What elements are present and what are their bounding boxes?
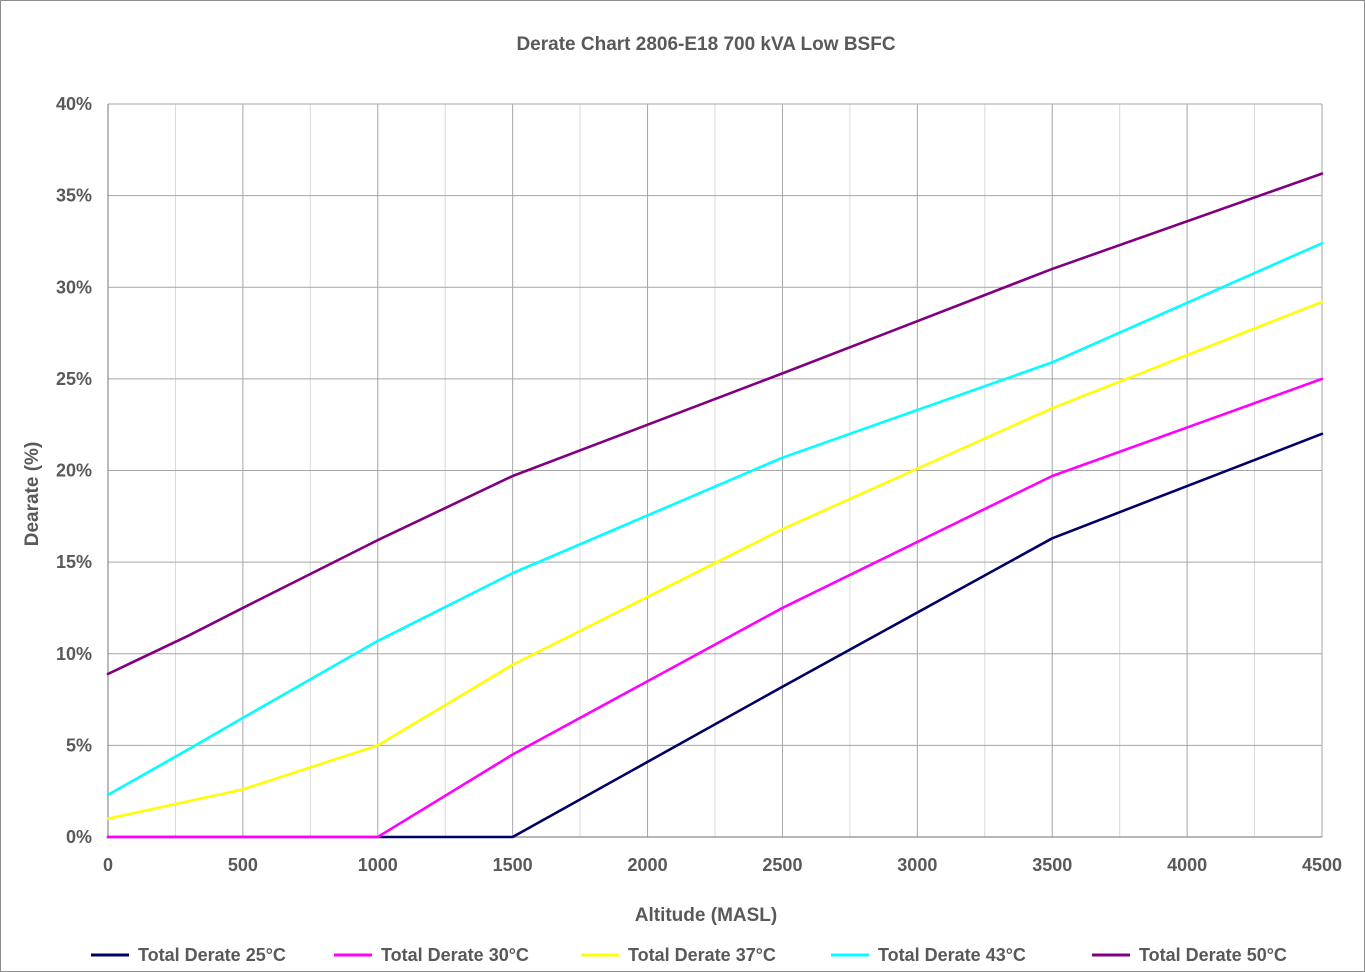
series-line-4 [106,241,1324,797]
x-tick-label: 3500 [1032,855,1072,875]
y-tick-label: 10% [56,644,92,664]
gridlines [107,103,1323,838]
series-line-2 [106,377,1324,839]
x-tick-label: 500 [228,855,258,875]
y-tick-label: 15% [56,552,92,572]
y-tick-label: 30% [56,277,92,297]
legend-item: Total Derate 25°C [91,945,286,965]
x-tick-label: 4500 [1302,855,1342,875]
y-axis-ticks: 0% 5% 10% 15% 20% 25% 30% 35% 40% [56,94,92,847]
x-axis-ticks: 0 500 1000 1500 2000 2500 3000 3500 4000 4500 [103,855,1342,875]
legend-label: Total Derate 50°C [1139,945,1287,965]
series-line-5 [106,172,1324,676]
x-tick-label: 4000 [1167,855,1207,875]
legend: Total Derate 25°C Total Derate 30°C Total … [91,945,1287,965]
legend-item: Total Derate 30°C [334,945,529,965]
legend-label: Total Derate 43°C [878,945,1026,965]
y-tick-label: 5% [66,735,92,755]
x-tick-label: 2500 [762,855,802,875]
x-tick-label: 3000 [897,855,937,875]
x-axis-title: Altitude (MASL) [635,905,777,926]
y-tick-label: 0% [66,827,92,847]
x-tick-label: 1500 [493,855,533,875]
y-tick-label: 35% [56,186,92,206]
series-lines [106,172,1324,839]
x-tick-label: 0 [103,855,113,875]
series-line-3 [106,300,1324,820]
chart-title: Derate Chart 2806-E18 700 kVA Low BSFC [516,34,895,55]
y-tick-label: 40% [56,94,92,114]
y-axis-title: Dearate (%) [22,442,43,547]
legend-item: Total Derate 37°C [581,945,776,965]
y-tick-label: 20% [56,461,92,481]
legend-label: Total Derate 37°C [628,945,776,965]
legend-item: Total Derate 50°C [1092,945,1287,965]
legend-label: Total Derate 30°C [381,945,529,965]
legend-item: Total Derate 43°C [831,945,1026,965]
legend-label: Total Derate 25°C [138,945,286,965]
x-tick-label: 2000 [628,855,668,875]
x-tick-label: 1000 [358,855,398,875]
y-tick-label: 25% [56,369,92,389]
